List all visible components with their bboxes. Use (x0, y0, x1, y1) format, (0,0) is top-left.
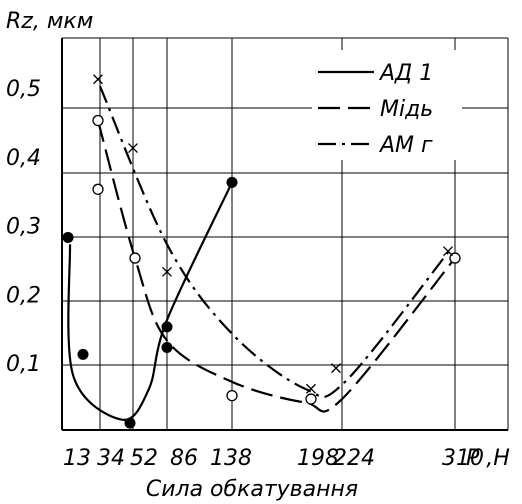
marker-stroke (93, 74, 103, 85)
series-line (98, 85, 450, 398)
data-point (161, 341, 173, 353)
data-point (306, 383, 316, 394)
x-tick-label: 310 (442, 446, 484, 471)
data-point (331, 363, 341, 374)
y-tick-label: 0,1 (6, 352, 41, 377)
y-tick-label: 0,4 (6, 146, 41, 171)
legend-item: АД 1 (318, 61, 433, 86)
series (62, 176, 238, 429)
y-tick-label: 0,3 (6, 215, 41, 240)
legend: АД 1 Мідь АМ г (312, 50, 462, 160)
y-tick-label: 0,2 (6, 283, 41, 308)
x-tick-label: 86 (170, 446, 198, 471)
y-axis-label: Rz, мкм (6, 9, 93, 34)
y-tick-labels: 0,1 0,2 0,3 0,4 0,5 (6, 77, 41, 377)
data-point (129, 252, 141, 264)
legend-label: Мідь (380, 97, 433, 122)
series-layer (62, 74, 461, 429)
series-line (96, 120, 456, 413)
x-tick-label: 34 (97, 446, 125, 471)
data-point (124, 417, 136, 429)
x-tick-label: 138 (210, 446, 252, 471)
data-point (93, 74, 103, 85)
legend-background (312, 50, 462, 160)
x-unit-label: P ,H (466, 446, 510, 471)
marker-stroke (162, 266, 172, 277)
data-point (62, 231, 74, 243)
series (93, 74, 453, 398)
legend-label: АД 1 (378, 61, 433, 86)
x-tick-label: 224 (333, 446, 375, 471)
data-point (128, 143, 138, 153)
data-point (443, 246, 453, 257)
x-tick-label: 198 (297, 446, 339, 471)
marker-stroke (128, 143, 138, 153)
x-axis-label: Сила обкатування (146, 477, 358, 502)
data-point (305, 393, 317, 405)
data-point (161, 321, 173, 333)
marker-stroke (331, 363, 341, 374)
marker-stroke (306, 383, 316, 394)
data-point (92, 183, 104, 195)
legend-item: Мідь (318, 97, 433, 122)
series (92, 114, 461, 413)
data-point (226, 389, 238, 402)
series-line (67, 181, 233, 421)
legend-label: АМ г (378, 133, 433, 158)
data-point (77, 348, 89, 360)
x-tick-label: 52 (130, 446, 158, 471)
data-point (92, 114, 104, 127)
axes (61, 38, 508, 431)
data-point (226, 176, 238, 188)
legend-item: АМ г (318, 133, 433, 158)
marker-stroke (443, 246, 453, 257)
data-point (162, 266, 172, 277)
y-tick-label: 0,5 (6, 77, 41, 102)
x-tick-label: 13 (63, 446, 91, 471)
